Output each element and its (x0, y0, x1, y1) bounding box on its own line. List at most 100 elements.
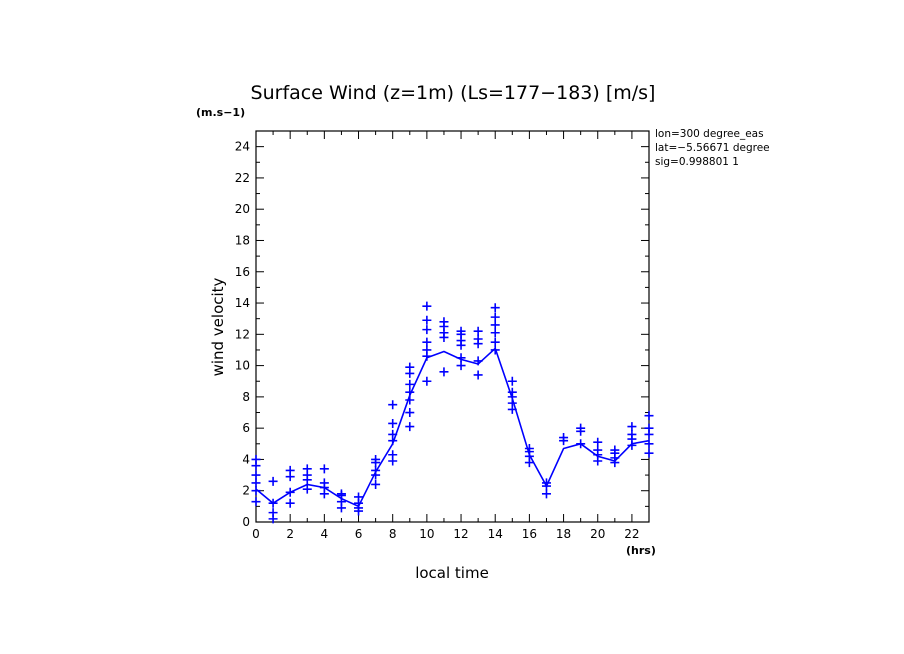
data-point (354, 492, 364, 502)
y-tick-label: 12 (235, 327, 250, 341)
chart-title: Surface Wind (z=1m) (Ls=177−183) [m/s] (251, 82, 656, 104)
data-point (251, 454, 261, 464)
data-point (285, 498, 295, 508)
y-tick-label: 20 (235, 202, 250, 216)
data-point (405, 408, 415, 418)
data-point (473, 326, 483, 336)
data-point (422, 337, 432, 347)
y-tick-label: 14 (235, 296, 250, 310)
info-sig: sig=0.998801 1 (655, 156, 739, 168)
data-point (644, 439, 654, 449)
data-point (251, 486, 261, 496)
data-point (490, 328, 500, 338)
data-point (422, 345, 432, 355)
data-point (644, 423, 654, 433)
data-point (439, 317, 449, 327)
data-point (422, 315, 432, 325)
x-tick-label: 20 (590, 527, 605, 541)
y-tick-label: 22 (235, 171, 250, 185)
y-tick-label: 2 (242, 484, 250, 498)
info-lon: lon=300 degree_eas (655, 128, 764, 140)
plot-frame (255, 130, 650, 523)
data-point (405, 362, 415, 372)
data-point (319, 478, 329, 488)
data-point (593, 437, 603, 447)
data-point (251, 470, 261, 480)
data-point (490, 312, 500, 322)
x-tick-label: 2 (286, 527, 294, 541)
data-point (456, 326, 466, 336)
x-tick-label: 12 (453, 527, 468, 541)
data-point (405, 422, 415, 432)
mean-line (255, 346, 650, 508)
data-point (405, 387, 415, 397)
data-point (371, 454, 381, 464)
data-point (627, 429, 637, 439)
x-tick-label: 6 (355, 527, 363, 541)
y-tick-label: 4 (242, 452, 250, 466)
data-point (610, 445, 620, 455)
x-axis-label: local time (415, 564, 489, 582)
data-point (644, 411, 654, 421)
data-point (371, 465, 381, 475)
data-point (268, 498, 278, 508)
y-tick-label: 6 (242, 421, 250, 435)
x-tick-labels: 0 2 4 6 8 10 12 14 16 18 20 22 (252, 527, 639, 541)
data-point (541, 489, 551, 499)
data-point (541, 478, 551, 488)
x-axis-unit: (hrs) (626, 544, 656, 557)
x-tick-label: 4 (321, 527, 329, 541)
data-point (285, 465, 295, 475)
location-info: lon=300 degree_eas lat=−5.56671 degree s… (655, 128, 770, 168)
data-point (576, 423, 586, 433)
y-tick-label: 8 (242, 390, 250, 404)
data-point (576, 439, 586, 449)
y-tick-label: 10 (235, 359, 250, 373)
scatter-markers (251, 301, 654, 524)
data-point (490, 337, 500, 347)
data-point (524, 443, 534, 453)
data-point (388, 418, 398, 428)
data-point (559, 433, 569, 443)
info-clip-mask (780, 125, 904, 175)
data-point (422, 376, 432, 386)
data-point (405, 395, 415, 405)
data-point (319, 464, 329, 474)
y-axis-label: wind velocity (209, 277, 227, 376)
data-point (456, 361, 466, 371)
data-point (473, 370, 483, 380)
data-point (268, 476, 278, 486)
data-point (336, 489, 346, 499)
x-tick-label: 0 (252, 527, 260, 541)
x-tick-label: 18 (556, 527, 571, 541)
data-point (490, 303, 500, 313)
data-point (456, 353, 466, 363)
y-tick-label: 24 (235, 140, 250, 154)
info-lat: lat=−5.56671 degree (655, 142, 770, 154)
data-point (285, 487, 295, 497)
data-point (388, 450, 398, 460)
x-tick-label: 16 (522, 527, 537, 541)
data-point (371, 479, 381, 489)
data-point (251, 497, 261, 507)
y-axis-unit: (m.s−1) (196, 106, 245, 119)
data-point (473, 334, 483, 344)
data-point (473, 356, 483, 366)
data-point (422, 301, 432, 311)
y-tick-label: 18 (235, 233, 250, 247)
y-tick-label: 16 (235, 265, 250, 279)
data-point (302, 464, 312, 474)
x-tick-label: 8 (389, 527, 397, 541)
data-point (422, 325, 432, 335)
data-point (507, 376, 517, 386)
data-point (507, 387, 517, 397)
data-point (251, 478, 261, 488)
x-tick-label: 10 (419, 527, 434, 541)
data-point (268, 508, 278, 518)
data-point (439, 367, 449, 377)
data-point (302, 484, 312, 494)
y-tick-label: 0 (242, 515, 250, 529)
axis-ticks (255, 130, 650, 523)
